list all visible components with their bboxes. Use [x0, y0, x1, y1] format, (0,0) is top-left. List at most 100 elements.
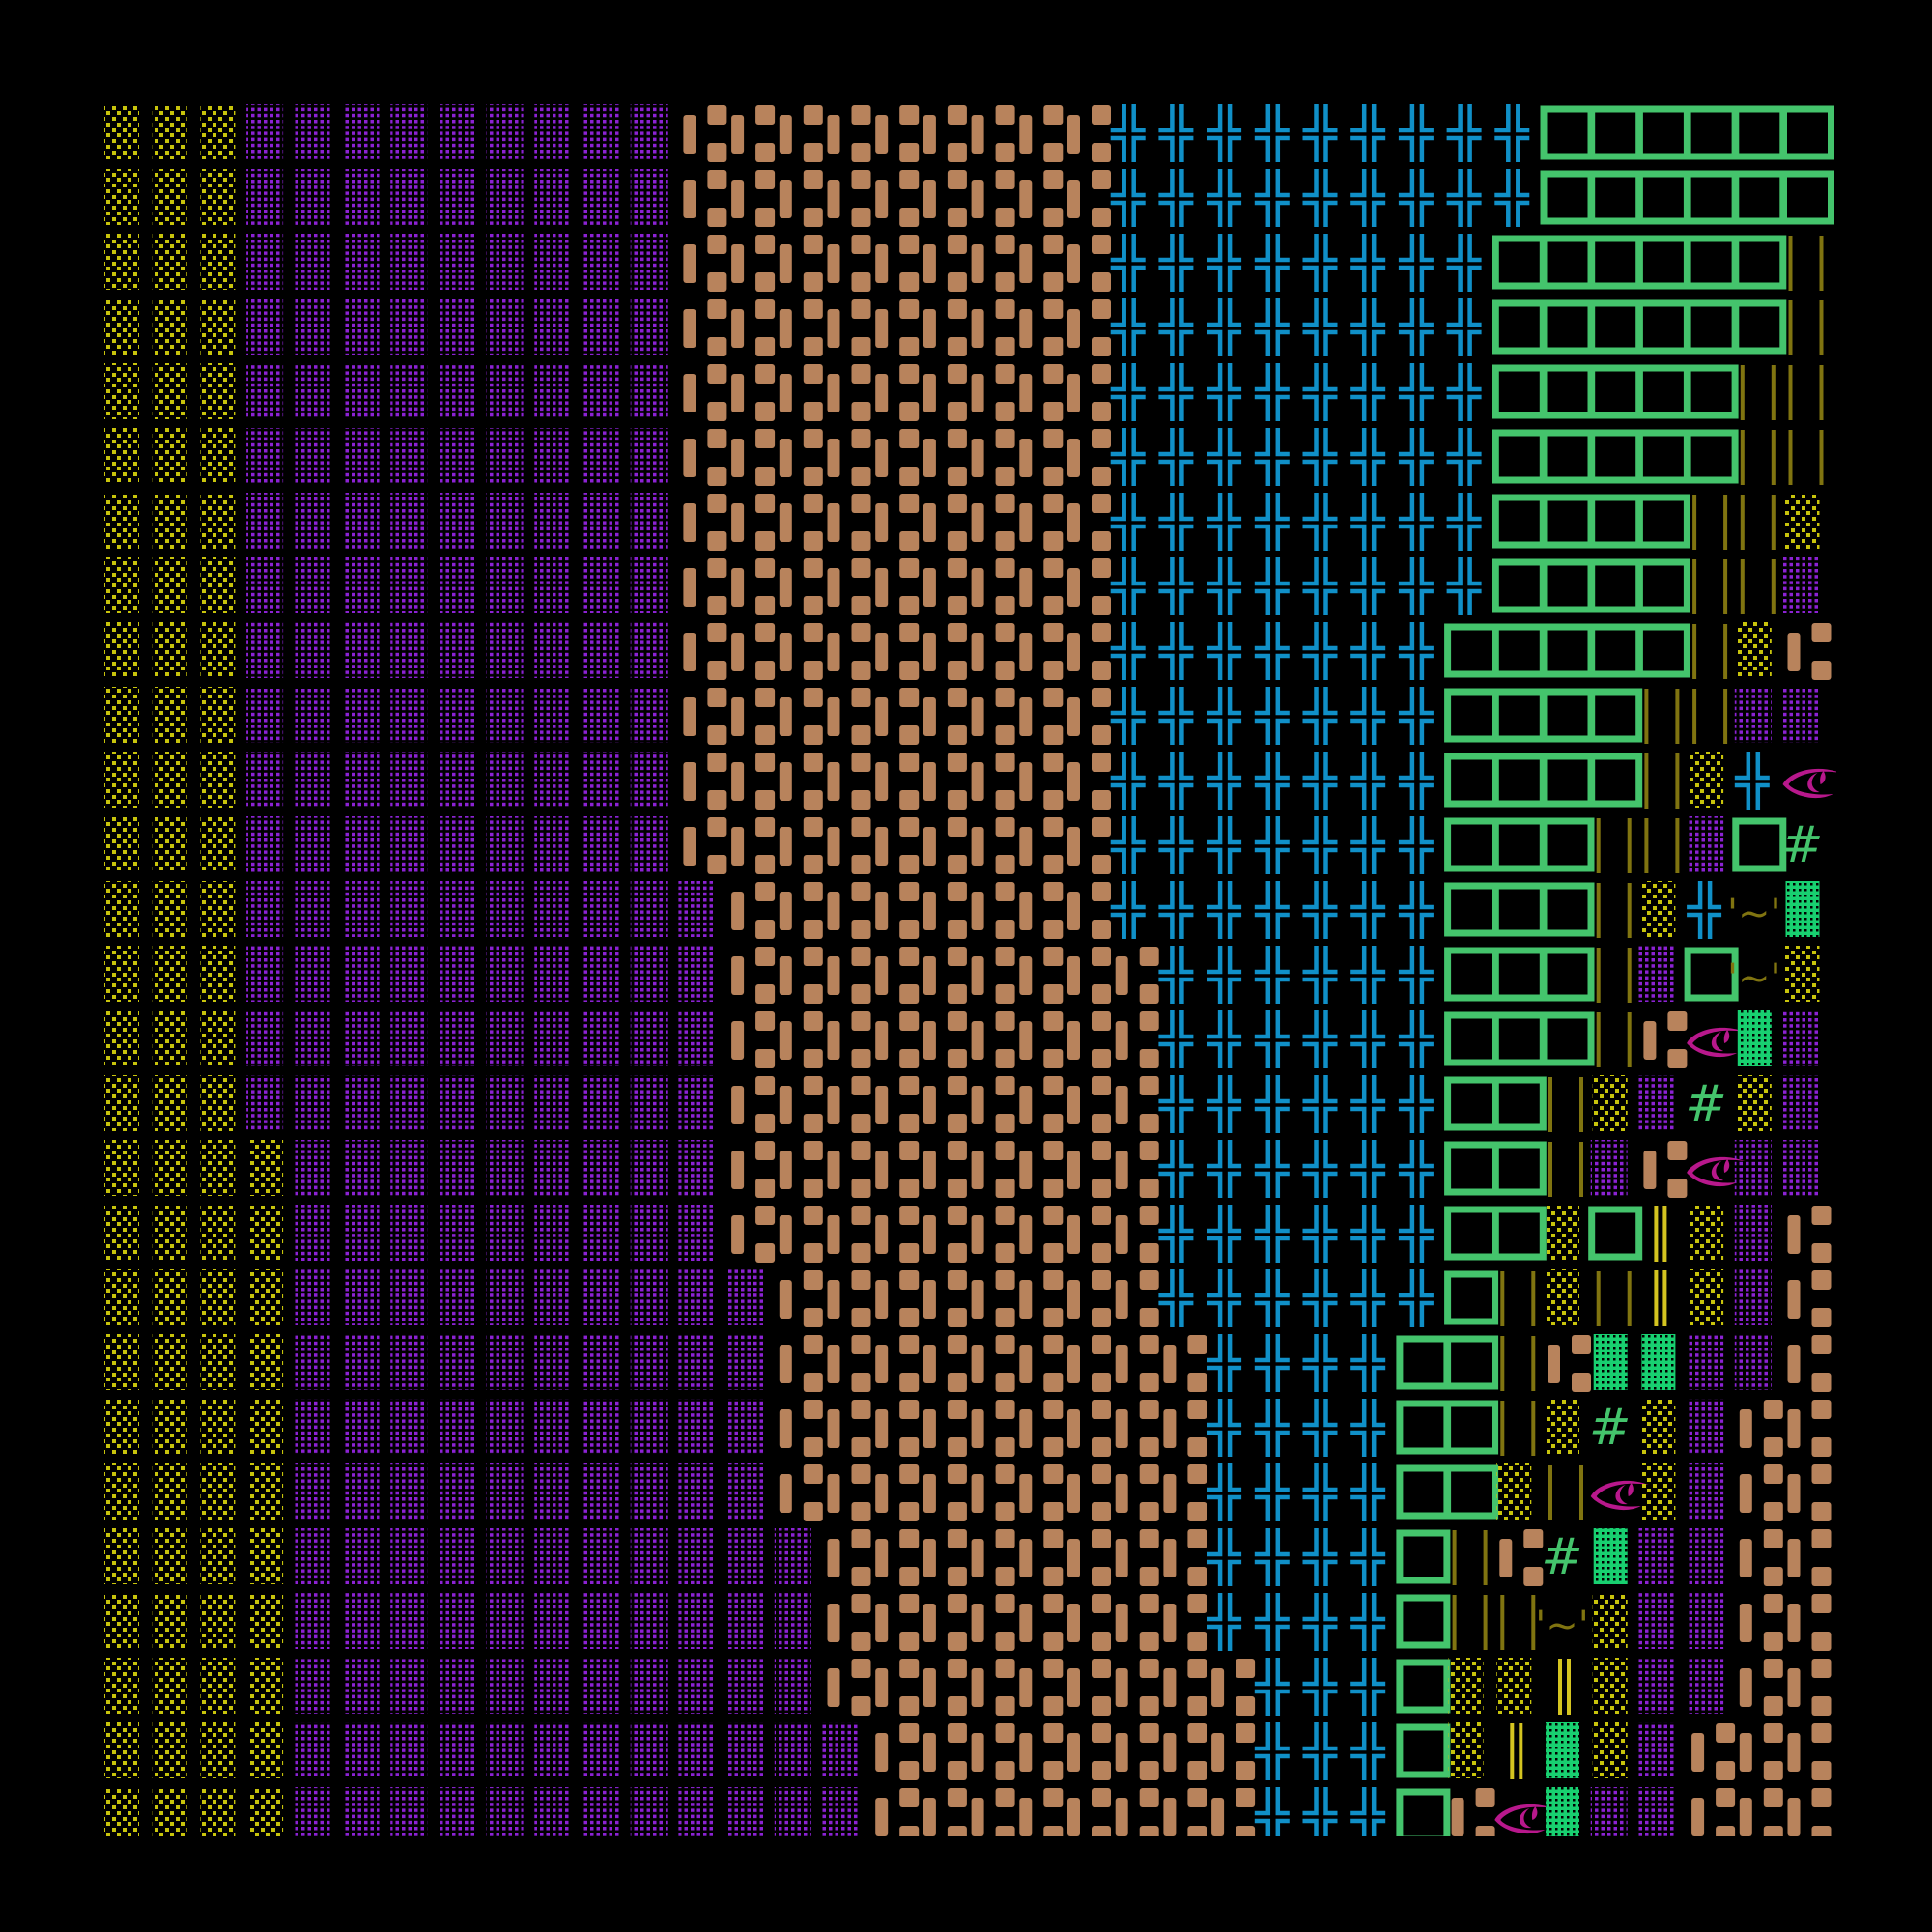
purple-dots-icon	[438, 1075, 475, 1131]
cyan-cross-icon	[1398, 557, 1434, 615]
purple-dots-icon	[1782, 1010, 1820, 1066]
purple-dots-icon	[582, 1334, 619, 1390]
purple-dots-icon	[486, 687, 524, 743]
cyan-cross-icon	[1302, 1399, 1338, 1457]
purple-dots-icon	[486, 298, 524, 355]
purple-dots-icon	[294, 1593, 331, 1649]
cyan-cross-icon	[1110, 169, 1146, 227]
mint-grid-icon	[1593, 1334, 1628, 1390]
purple-dots-icon	[630, 1528, 668, 1584]
cyan-cross-icon	[1158, 1269, 1194, 1327]
cyan-cross-icon	[1350, 104, 1386, 162]
brown-blocks-icon	[875, 1659, 920, 1716]
brown-blocks-icon	[1019, 1076, 1064, 1133]
cyan-cross-icon	[1110, 622, 1146, 680]
purple-dots-icon	[294, 493, 331, 549]
brown-blocks-icon	[779, 494, 823, 551]
purple-dots-icon	[294, 622, 331, 678]
cyan-cross-icon	[1207, 1075, 1242, 1133]
purple-dots-icon	[342, 104, 380, 160]
brown-blocks-icon	[971, 1659, 1015, 1716]
green-box-icon	[1732, 235, 1787, 290]
purple-dots-icon	[486, 1658, 524, 1714]
brown-blocks-icon	[1067, 947, 1111, 1004]
purple-dots-icon	[294, 1399, 331, 1455]
cyan-cross-icon	[1302, 881, 1338, 939]
yellow-dots-icon	[1689, 752, 1724, 808]
purple-dots-icon	[534, 687, 572, 743]
cyan-cross-icon	[1398, 428, 1434, 486]
purple-dots-icon	[486, 1075, 524, 1131]
cyan-cross-icon	[1350, 493, 1386, 551]
brown-blocks-icon	[923, 170, 967, 227]
cyan-cross-icon	[1207, 1399, 1242, 1457]
brown-blocks-icon	[1019, 817, 1064, 874]
cyan-cross-icon	[1302, 557, 1338, 615]
brown-blocks-icon	[971, 170, 1015, 227]
brown-blocks-icon	[827, 817, 871, 874]
purple-dots-icon	[582, 557, 619, 613]
yellow-dots-icon	[104, 493, 139, 549]
brown-blocks-icon	[923, 1335, 967, 1392]
purple-dots-icon	[246, 687, 284, 743]
brown-blocks-icon	[875, 817, 920, 874]
purple-dots-icon	[390, 363, 428, 419]
brown-blocks-icon	[683, 364, 727, 421]
brown-blocks-icon	[1019, 688, 1064, 745]
yellow-dots-icon	[104, 946, 139, 1002]
brown-blocks-icon	[1067, 1723, 1111, 1780]
brown-blocks-icon	[1067, 429, 1111, 486]
cyan-cross-icon	[1207, 1140, 1242, 1198]
brown-blocks-icon	[683, 688, 727, 745]
brown-blocks-icon	[875, 1141, 920, 1198]
olive-bars-icon	[1548, 1465, 1583, 1520]
purple-dots-icon	[630, 687, 668, 743]
brown-blocks-icon	[779, 558, 823, 615]
purple-dots-icon	[534, 493, 572, 549]
yellow-dots-icon	[152, 622, 187, 678]
yellow-dots-icon	[248, 1399, 284, 1455]
purple-dots-icon	[438, 1269, 475, 1325]
purple-dots-icon	[678, 881, 716, 937]
cyan-cross-icon	[1254, 1787, 1290, 1836]
purple-dots-icon	[582, 687, 619, 743]
brown-blocks-icon	[971, 1270, 1015, 1327]
cyan-cross-icon	[1158, 946, 1194, 1004]
purple-dots-icon	[438, 1010, 475, 1066]
purple-dots-icon	[630, 169, 668, 225]
purple-dots-icon	[438, 687, 475, 743]
purple-dots-icon	[726, 1269, 764, 1325]
purple-dots-icon	[342, 1205, 380, 1261]
brown-blocks-icon	[1211, 1723, 1256, 1780]
purple-dots-icon	[342, 1528, 380, 1584]
purple-dots-icon	[342, 363, 380, 419]
purple-dots-icon	[534, 298, 572, 355]
green-box-icon	[1492, 1076, 1547, 1131]
cyan-cross-icon	[1398, 363, 1434, 421]
cyan-cross-icon	[1302, 1010, 1338, 1068]
brown-blocks-icon	[1019, 1723, 1064, 1780]
cyan-cross-icon	[1254, 1140, 1290, 1198]
brown-blocks-icon	[971, 1529, 1015, 1586]
purple-dots-icon	[294, 1463, 331, 1520]
cyan-cross-icon	[1207, 1334, 1242, 1392]
brown-blocks-icon	[1115, 1011, 1159, 1068]
purple-dots-icon	[630, 104, 668, 160]
brown-blocks-icon	[827, 882, 871, 939]
cyan-cross-icon	[1254, 1528, 1290, 1586]
svg-text:'~': '~'	[1727, 956, 1781, 1001]
cyan-cross-icon	[1254, 169, 1290, 227]
brown-blocks-icon	[1115, 1141, 1159, 1198]
purple-dots-icon	[390, 1269, 428, 1325]
cyan-cross-icon	[1302, 428, 1338, 486]
cyan-cross-icon	[1254, 1399, 1290, 1457]
hash-icon: #	[1781, 816, 1824, 874]
brown-blocks-icon	[1067, 1335, 1111, 1392]
purple-dots-icon	[582, 298, 619, 355]
cyan-cross-icon	[1110, 881, 1146, 939]
yellow-dots-icon	[248, 1593, 284, 1649]
brown-blocks-icon	[875, 558, 920, 615]
cyan-cross-icon	[1207, 687, 1242, 745]
eye-icon	[1494, 1804, 1553, 1834]
